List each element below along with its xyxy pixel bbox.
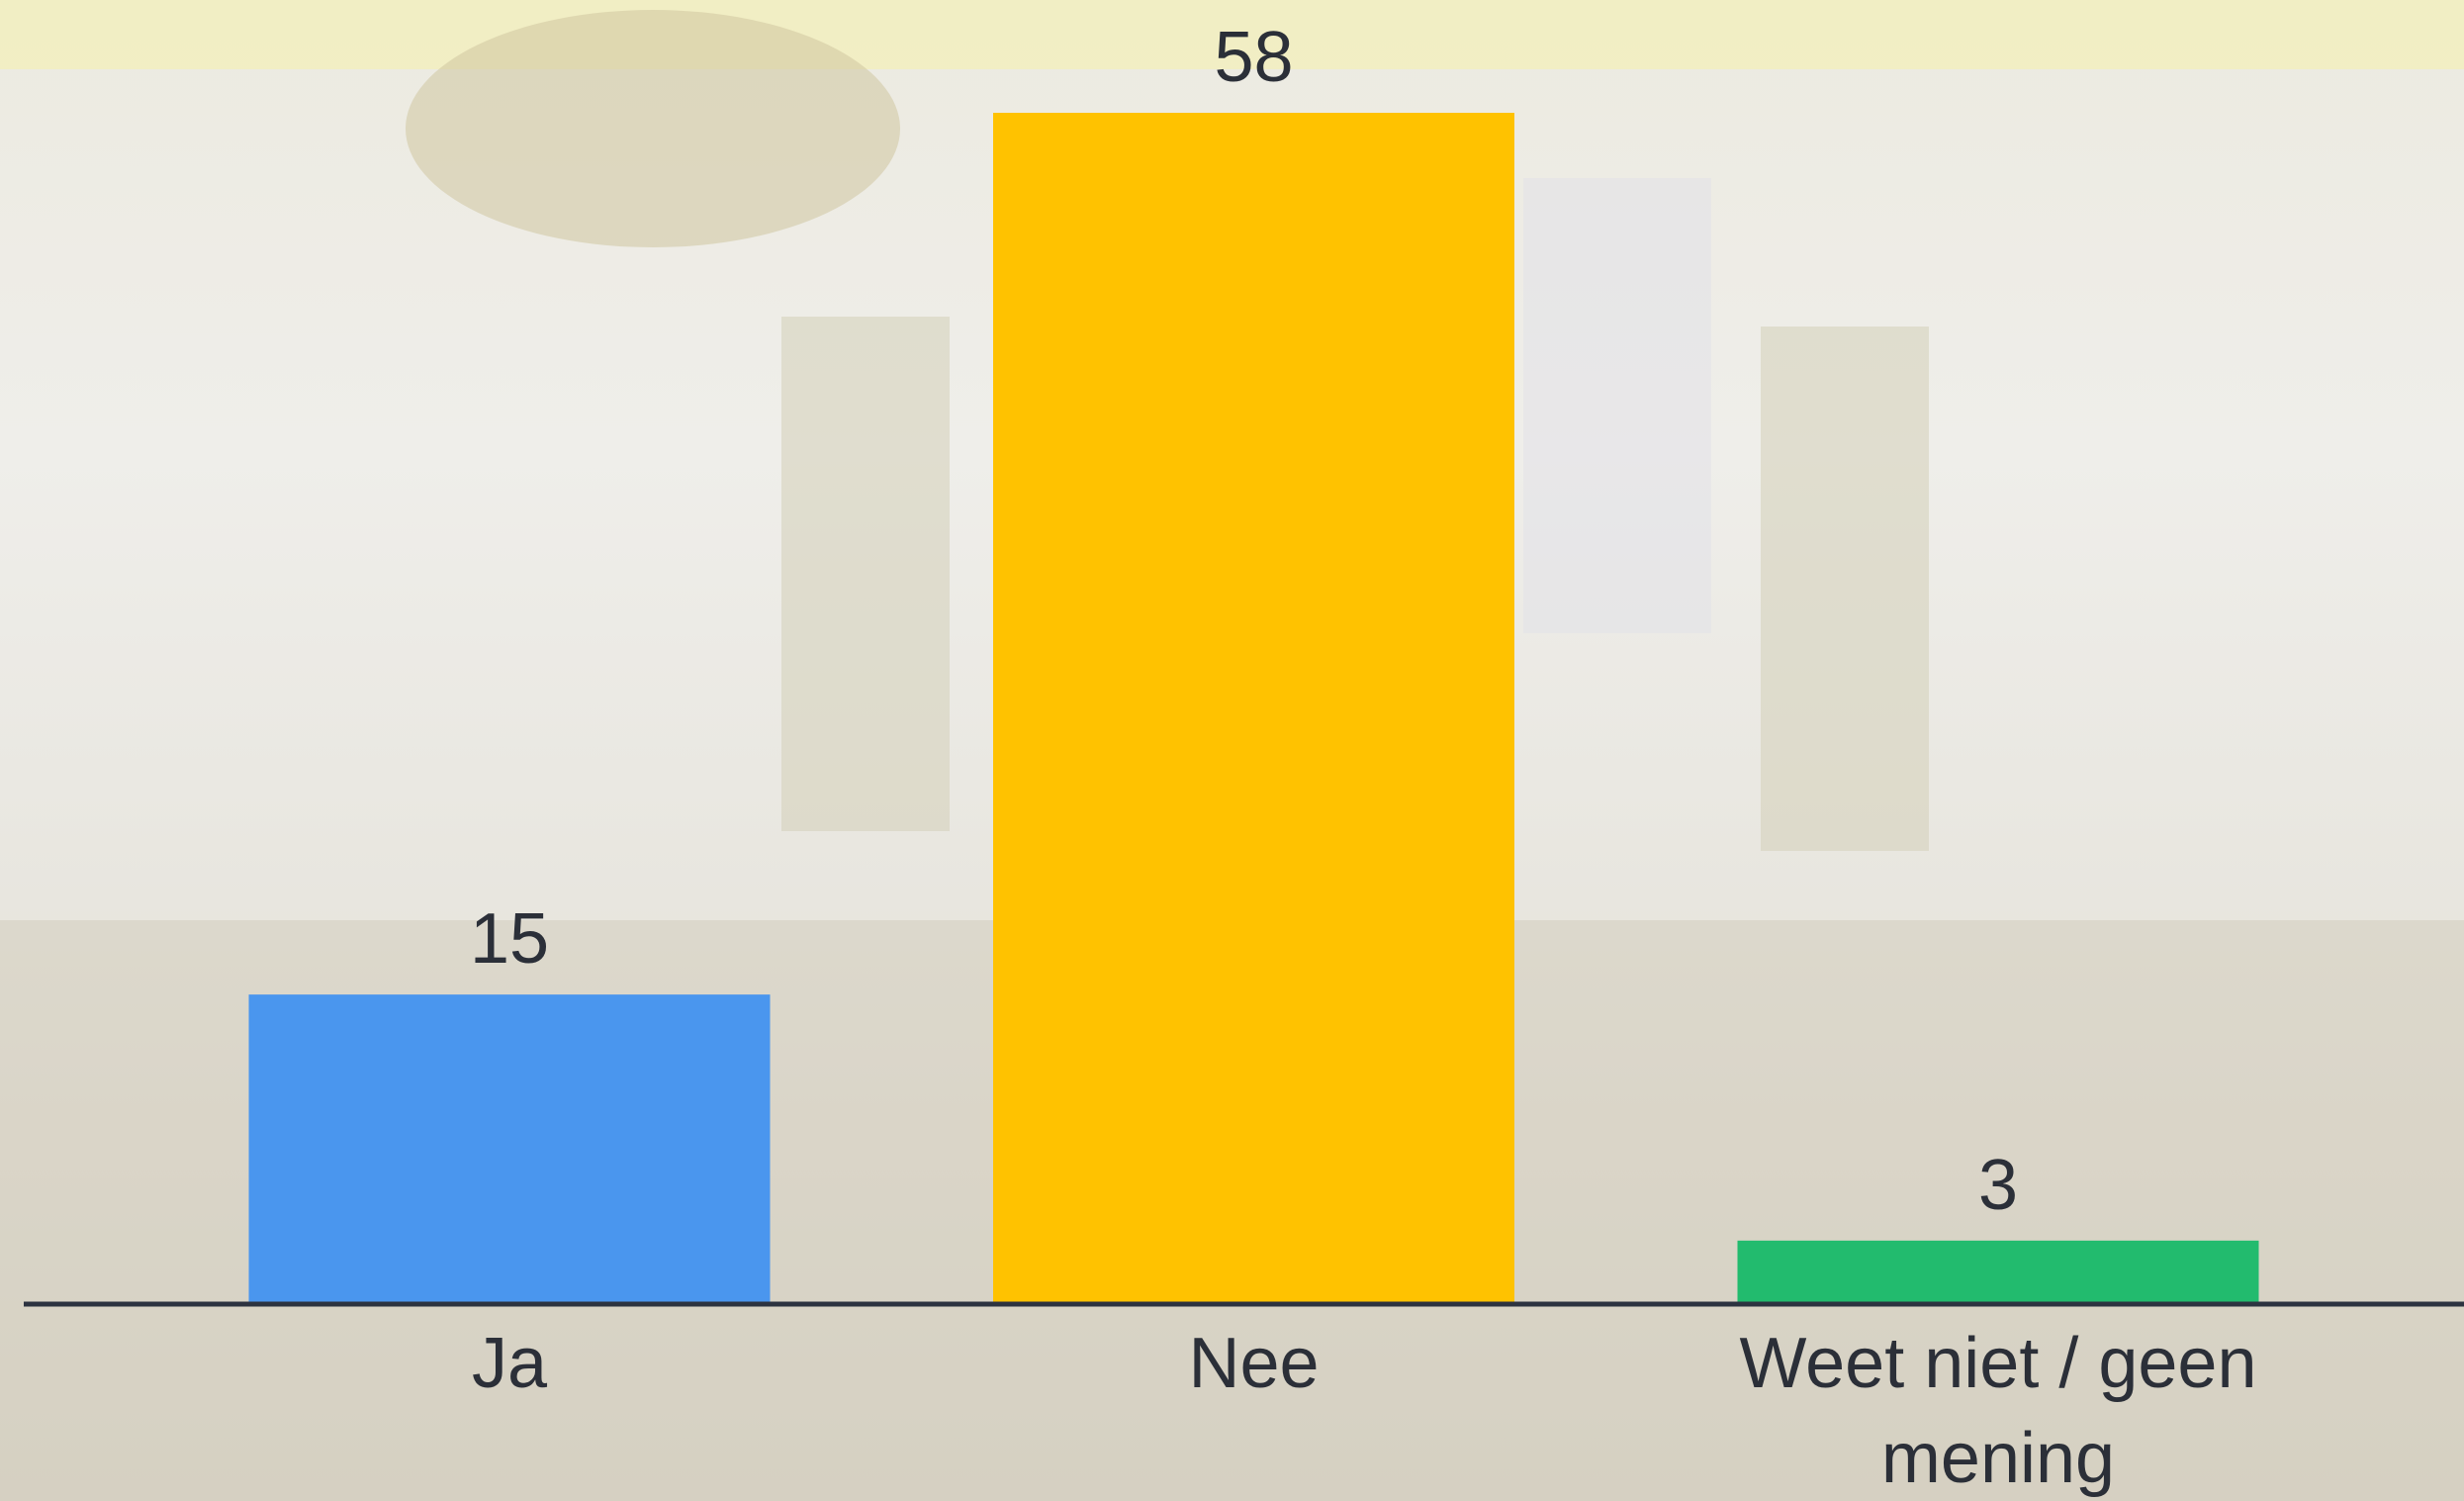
- bar: [1737, 1240, 2259, 1302]
- bar: [248, 994, 771, 1302]
- category-label: Ja: [471, 1324, 548, 1403]
- category-label: Weet niet / geen mening: [1739, 1324, 2257, 1498]
- category-label: Nee: [1188, 1324, 1320, 1403]
- bar: [993, 113, 1514, 1302]
- value-label: 58: [1214, 18, 1293, 97]
- value-label: 15: [470, 899, 549, 979]
- value-label: 3: [1978, 1146, 2018, 1225]
